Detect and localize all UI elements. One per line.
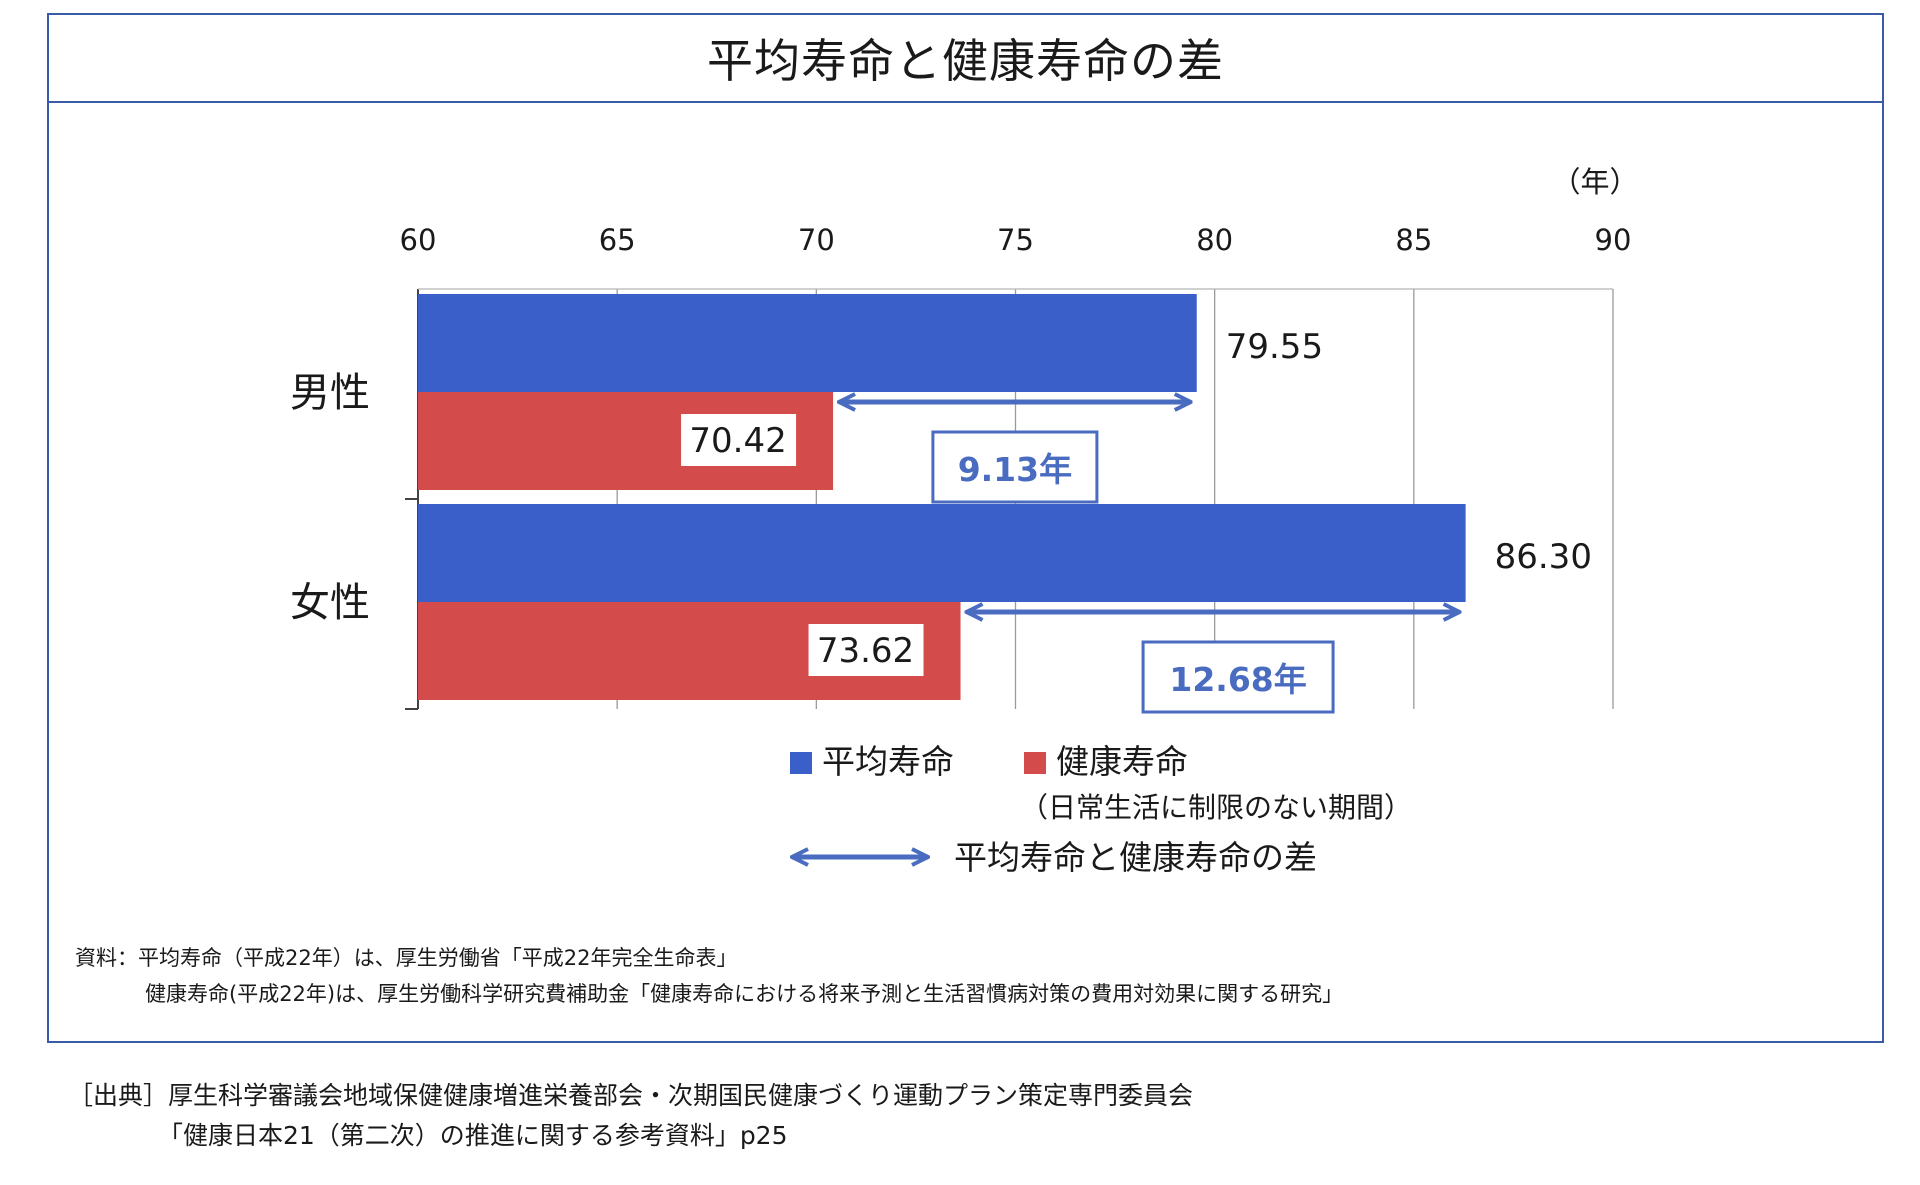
x-tick-label-65: 65 xyxy=(599,223,636,257)
x-tick-label-90: 90 xyxy=(1595,223,1632,257)
bar-average-life xyxy=(418,294,1197,392)
citation-line-1: ［出典］厚生科学審議会地域保健健康増進栄養部会・次期国民健康づくり運動プラン策定… xyxy=(68,1081,1194,1110)
x-tick-label-80: 80 xyxy=(1196,223,1233,257)
x-tick-label-75: 75 xyxy=(997,223,1034,257)
legend-label-healthy-life: 健康寿命 xyxy=(1056,742,1188,781)
difference-label: 12.68年 xyxy=(1169,660,1306,699)
title-bar: 平均寿命と健康寿命の差 xyxy=(49,15,1882,103)
bar-value-label: 79.55 xyxy=(1226,327,1323,367)
x-tick-label-60: 60 xyxy=(400,223,437,257)
chart-frame: 平均寿命と健康寿命の差 xyxy=(47,13,1884,1043)
legend-swatch-healthy-life xyxy=(1024,752,1046,774)
bar-value-label: 86.30 xyxy=(1495,537,1592,577)
bar-average-life xyxy=(418,504,1466,602)
source-note: 資料：平均寿命（平成22年）は、厚生労働省「平成22年完全生命表」 健康寿命(平… xyxy=(75,940,1343,1012)
bar-value-label: 73.62 xyxy=(817,631,914,671)
citation: ［出典］厚生科学審議会地域保健健康増進栄養部会・次期国民健康づくり運動プラン策定… xyxy=(68,1076,1193,1156)
legend-note: （日常生活に制限のない期間） xyxy=(1020,791,1412,824)
legend-swatch-average-life xyxy=(790,752,812,774)
legend-arrow-label: 平均寿命と健康寿命の差 xyxy=(954,838,1317,877)
source-line-1: 資料：平均寿命（平成22年）は、厚生労働省「平成22年完全生命表」 xyxy=(75,946,738,970)
difference-label-box xyxy=(931,430,1099,504)
category-label: 女性 xyxy=(290,580,370,626)
source-line-2: 健康寿命(平成22年)は、厚生労働科学研究費補助金「健康寿命における将来予測と生… xyxy=(145,982,1344,1006)
unit-label: （年） xyxy=(1551,165,1638,199)
x-tick-label-85: 85 xyxy=(1395,223,1432,257)
value-label-box xyxy=(681,414,797,466)
category-label: 男性 xyxy=(290,370,370,416)
citation-line-2: 「健康日本21（第二次）の推進に関する参考資料」p25 xyxy=(158,1121,788,1150)
x-tick-label-70: 70 xyxy=(798,223,835,257)
value-label-box xyxy=(808,624,924,676)
difference-label-box xyxy=(1141,640,1335,714)
bar-value-label: 70.42 xyxy=(689,421,786,461)
difference-label: 9.13年 xyxy=(958,450,1072,489)
legend-label-average-life: 平均寿命 xyxy=(822,742,954,781)
chart-title: 平均寿命と健康寿命の差 xyxy=(707,34,1224,88)
